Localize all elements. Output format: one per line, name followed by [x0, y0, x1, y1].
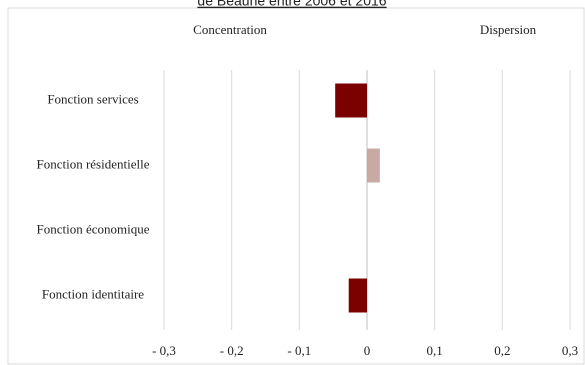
x-tick-label: 0,2 [494, 343, 510, 358]
bar [335, 83, 367, 118]
y-tick-label: Fonction résidentielle [36, 156, 149, 171]
chart-title: de Beaune entre 2006 et 2016 [197, 0, 386, 9]
x-tick-label: 0,3 [562, 343, 578, 358]
x-tick-label: 0,1 [427, 343, 443, 358]
annotation: Dispersion [480, 22, 537, 37]
x-tick-label: 0 [364, 343, 371, 358]
chart-frame [7, 7, 585, 365]
x-tick-label: - 0,1 [287, 343, 311, 358]
y-tick-label: Fonction services [47, 91, 138, 106]
y-tick-label: Fonction économique [36, 221, 149, 236]
annotation: Concentration [193, 22, 267, 37]
bar [348, 278, 367, 313]
bar [367, 148, 380, 183]
y-tick-label: Fonction identitaire [42, 286, 144, 301]
x-tick-label: - 0,2 [220, 343, 244, 358]
x-tick-label: - 0,3 [152, 343, 176, 358]
